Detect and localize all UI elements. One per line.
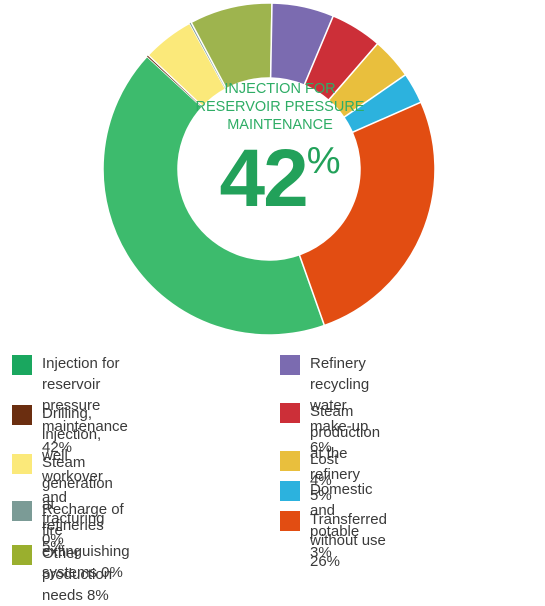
center-title: INJECTION FOR RESERVOIR PRESSURE MAINTEN… bbox=[195, 81, 365, 133]
center-value: 42% bbox=[190, 138, 370, 220]
legend-item: Domestic and potable 3% bbox=[280, 479, 373, 563]
center-value-number: 42 bbox=[219, 133, 308, 224]
legend-swatch bbox=[280, 355, 300, 375]
legend-label: Refinery recycling water make-up 6% bbox=[310, 355, 370, 456]
legend-label: Steam generation at refineries 5% bbox=[42, 454, 113, 555]
legend-label: Drilling, injection, well workover and f… bbox=[42, 405, 105, 548]
legend-label: Lost 4% bbox=[310, 451, 339, 489]
donut-slice bbox=[147, 22, 227, 108]
legend-swatch bbox=[280, 451, 300, 471]
legend-label: Domestic and potable 3% bbox=[310, 481, 373, 561]
legend-item: Steam production at the refinery 5% bbox=[280, 401, 380, 506]
donut-chart bbox=[102, 2, 436, 336]
legend-swatch bbox=[12, 454, 32, 474]
donut-slice bbox=[102, 55, 326, 336]
legend-swatch bbox=[12, 501, 32, 521]
legend-swatch bbox=[280, 403, 300, 423]
legend-label: Other production needs 8% bbox=[42, 545, 113, 604]
legend-item: Steam generation at refineries 5% bbox=[12, 452, 113, 557]
donut-slice bbox=[298, 101, 436, 327]
legend-swatch bbox=[280, 511, 300, 531]
legend-item: Injection for reservoir pressure mainten… bbox=[12, 353, 128, 458]
legend-item: Refinery recycling water make-up 6% bbox=[280, 353, 369, 458]
legend-swatch bbox=[280, 481, 300, 501]
legend-label: Transferred without use 26% bbox=[310, 511, 387, 570]
center-value-unit: % bbox=[306, 140, 341, 182]
legend-swatch bbox=[12, 405, 32, 425]
legend-label: Injection for reservoir pressure mainten… bbox=[42, 355, 128, 456]
legend-item: Drilling, injection, well workover and f… bbox=[12, 403, 105, 550]
legend-item: Other production needs 8% bbox=[12, 543, 112, 606]
legend-item: Lost 4% bbox=[280, 449, 338, 491]
legend-swatch bbox=[12, 545, 32, 565]
legend-label: Steam production at the refinery 5% bbox=[310, 403, 381, 504]
legend-item: Transferred without use 26% bbox=[280, 509, 387, 572]
legend-swatch bbox=[12, 355, 32, 375]
